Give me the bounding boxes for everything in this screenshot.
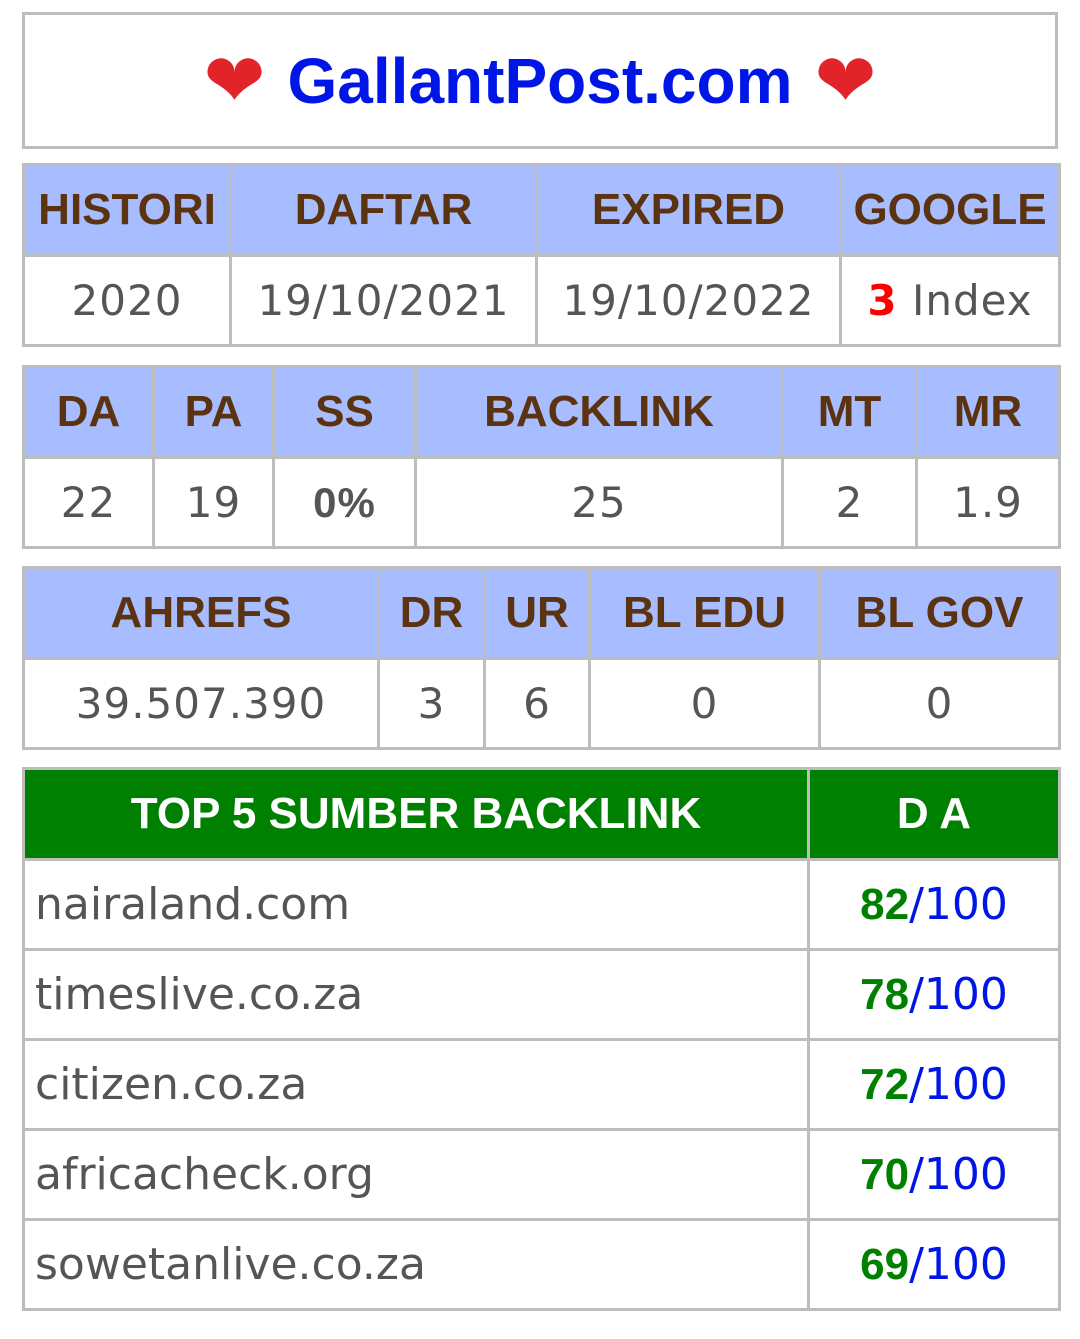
table-row: sowetanlive.co.za 69/100 xyxy=(22,1218,1061,1311)
backlink-domain: timeslive.co.za xyxy=(22,948,810,1041)
ahrefs-metrics-table: AHREFS DR UR BL EDU BL GOV 39.507.390 3 … xyxy=(22,566,1061,750)
header-daftar: DAFTAR xyxy=(229,163,538,257)
header-backlink: BACKLINK xyxy=(414,365,784,459)
backlink-score: 82/100 xyxy=(807,858,1061,951)
backlink-score: 70/100 xyxy=(807,1128,1061,1221)
score-value: 72 xyxy=(860,1060,910,1109)
value-bl-edu: 0 xyxy=(588,657,821,750)
heart-left-icon: ❤ xyxy=(203,37,266,124)
header-mr: MR xyxy=(915,365,1061,459)
value-ahrefs: 39.507.390 xyxy=(22,657,380,750)
score-value: 78 xyxy=(860,970,910,1019)
header-pa: PA xyxy=(152,365,275,459)
backlink-domain: sowetanlive.co.za xyxy=(22,1218,810,1311)
score-value: 69 xyxy=(860,1240,910,1289)
value-ur: 6 xyxy=(483,657,591,750)
score-max: /100 xyxy=(909,1149,1008,1200)
header-da: DA xyxy=(22,365,155,459)
header-ur: UR xyxy=(483,566,591,660)
backlink-domain: citizen.co.za xyxy=(22,1038,810,1131)
score-max: /100 xyxy=(909,1239,1008,1290)
site-title: GallantPost.com xyxy=(287,44,793,117)
header-bl-gov: BL GOV xyxy=(818,566,1061,660)
value-google: 3 Index xyxy=(839,254,1061,347)
value-mt: 2 xyxy=(781,456,918,549)
header-top-sources: TOP 5 SUMBER BACKLINK xyxy=(22,767,810,861)
table-row: nairaland.com 82/100 xyxy=(22,858,1061,951)
backlink-score: 78/100 xyxy=(807,948,1061,1041)
backlink-score: 69/100 xyxy=(807,1218,1061,1311)
value-histori: 2020 xyxy=(22,254,232,347)
table-row: africacheck.org 70/100 xyxy=(22,1128,1061,1221)
value-daftar: 19/10/2021 xyxy=(229,254,538,347)
header-expired: EXPIRED xyxy=(535,163,842,257)
top-backlinks-table: TOP 5 SUMBER BACKLINK D A nairaland.com … xyxy=(22,767,1061,1311)
value-dr: 3 xyxy=(377,657,486,750)
backlink-domain: nairaland.com xyxy=(22,858,810,951)
title-banner: ❤ GallantPost.com ❤ xyxy=(22,12,1058,149)
header-mt: MT xyxy=(781,365,918,459)
header-bl-edu: BL EDU xyxy=(588,566,821,660)
heart-right-icon: ❤ xyxy=(814,37,877,124)
backlink-domain: africacheck.org xyxy=(22,1128,810,1221)
score-max: /100 xyxy=(909,1059,1008,1110)
header-google: GOOGLE xyxy=(839,163,1061,257)
score-value: 82 xyxy=(860,880,910,929)
header-histori: HISTORI xyxy=(22,163,232,257)
google-index-label: Index xyxy=(911,276,1033,325)
header-dr: DR xyxy=(377,566,486,660)
value-expired: 19/10/2022 xyxy=(535,254,842,347)
score-value: 70 xyxy=(860,1150,910,1199)
domain-history-table: HISTORI DAFTAR EXPIRED GOOGLE 2020 19/10… xyxy=(22,163,1061,347)
header-ss: SS xyxy=(272,365,417,459)
google-index-count: 3 xyxy=(867,276,898,325)
score-max: /100 xyxy=(909,969,1008,1020)
value-backlink: 25 xyxy=(414,456,784,549)
header-ahrefs: AHREFS xyxy=(22,566,380,660)
value-ss: 0% xyxy=(272,456,417,549)
table-row: timeslive.co.za 78/100 xyxy=(22,948,1061,1041)
backlink-score: 72/100 xyxy=(807,1038,1061,1131)
moz-metrics-table: DA PA SS BACKLINK MT MR 22 19 0% 25 2 1.… xyxy=(22,365,1061,549)
score-max: /100 xyxy=(909,879,1008,930)
value-da: 22 xyxy=(22,456,155,549)
value-bl-gov: 0 xyxy=(818,657,1061,750)
value-mr: 1.9 xyxy=(915,456,1061,549)
value-pa: 19 xyxy=(152,456,275,549)
table-row: citizen.co.za 72/100 xyxy=(22,1038,1061,1131)
header-da-score: D A xyxy=(807,767,1061,861)
